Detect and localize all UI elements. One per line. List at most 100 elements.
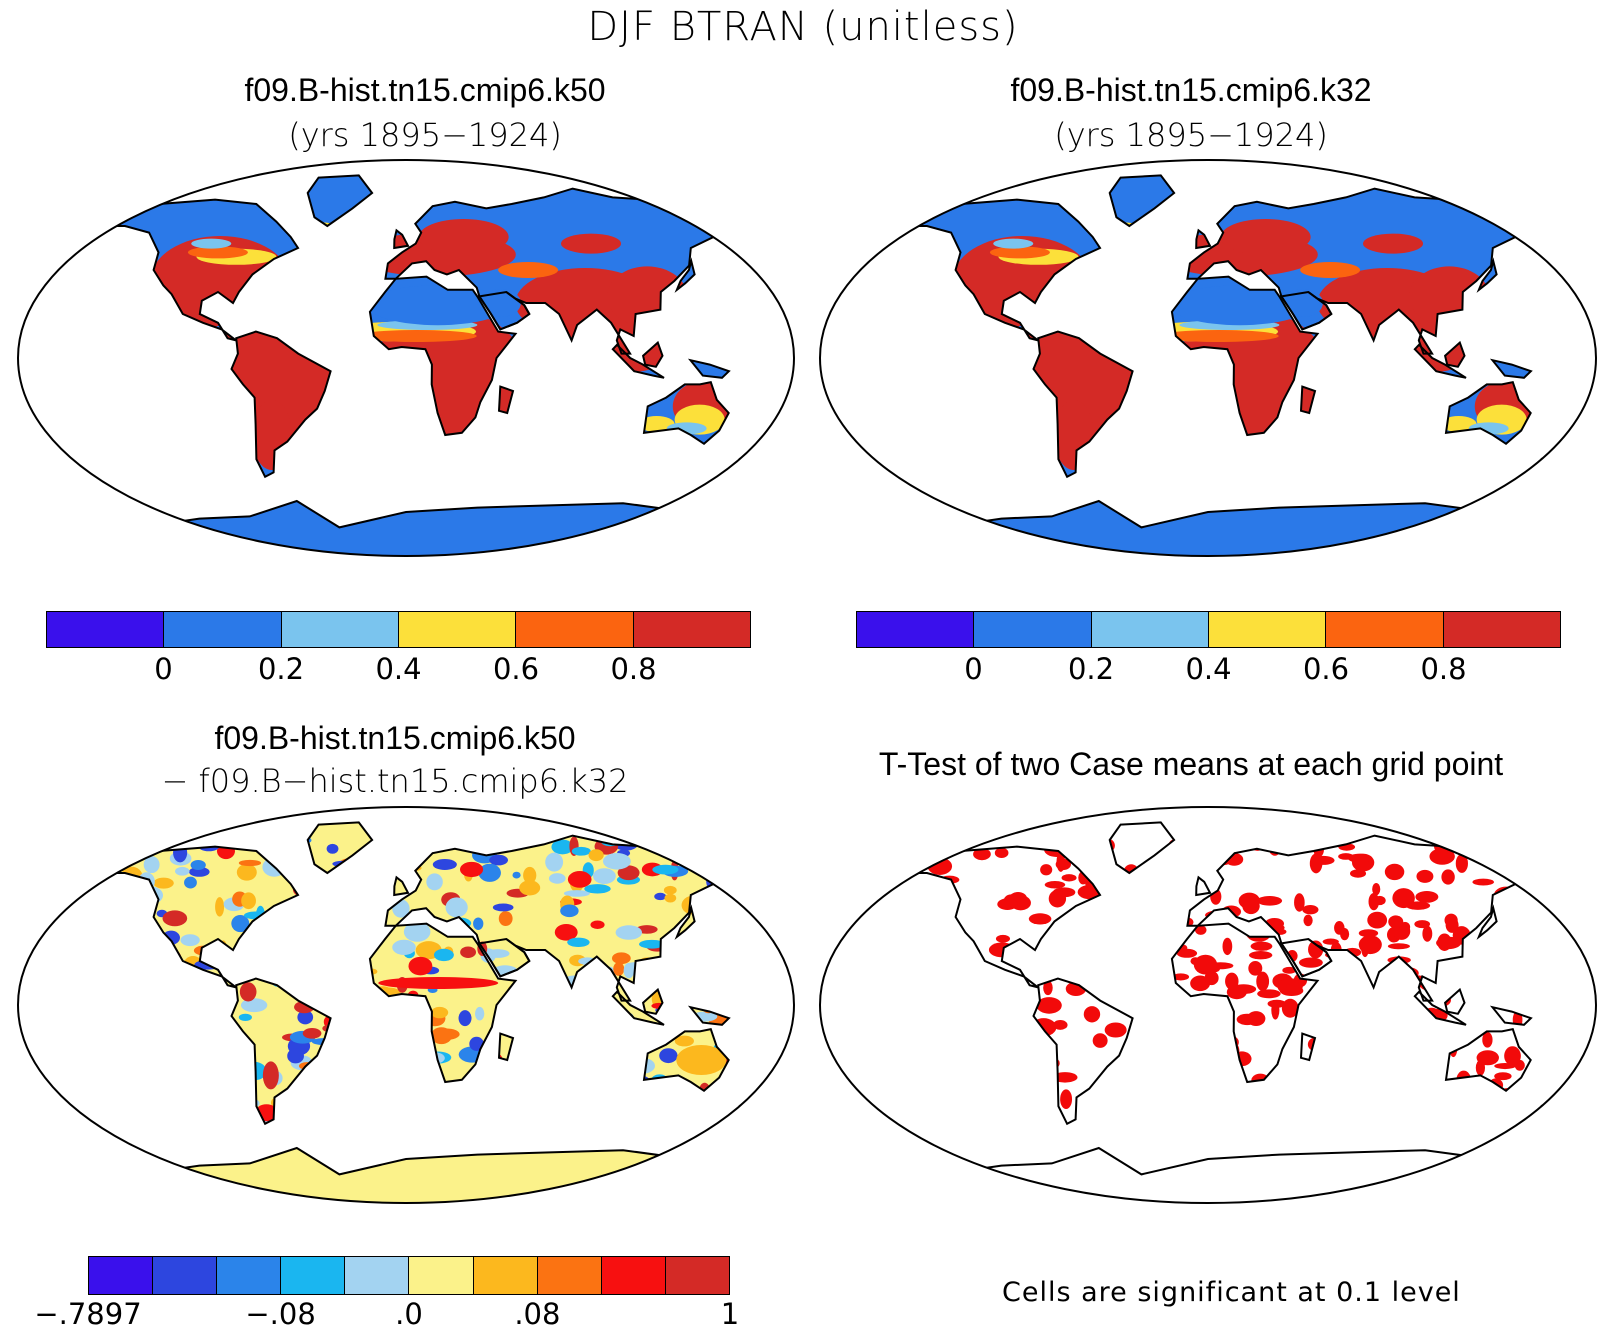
anomaly-patch (676, 1045, 727, 1075)
coastline-greenland (1108, 821, 1176, 875)
coastline-borneo (641, 987, 664, 1015)
colorbar-diff-swatch (537, 1257, 602, 1294)
anomaly-patch (711, 900, 735, 919)
anomaly-patch (125, 957, 153, 968)
anomaly-patch (93, 989, 101, 1000)
dry-region (367, 285, 508, 326)
significant-cell (1124, 933, 1147, 943)
significant-cell (1384, 1001, 1400, 1012)
significant-cell (1280, 1098, 1306, 1116)
anomaly-patch (781, 1020, 796, 1029)
wet-region (607, 266, 688, 327)
significant-cell (1162, 854, 1172, 865)
anomaly-patch (685, 973, 705, 982)
map-frame (17, 806, 795, 1204)
anomaly-patch (584, 884, 611, 894)
anomaly-patch (691, 929, 715, 946)
significant-cell (1118, 961, 1137, 972)
significant-cell (1347, 853, 1373, 863)
significant-cell (964, 1051, 979, 1063)
colorbar-k50-tick-label: 0.6 (492, 652, 540, 686)
significant-cell (1048, 889, 1067, 908)
anomaly-patch (66, 947, 85, 965)
significant-cell (898, 913, 925, 931)
panel-k32-title: f09.B-hist.tn15.cmip6.k32 (1010, 72, 1372, 108)
significant-cell (1568, 1003, 1573, 1019)
coastline-newguinea (687, 1005, 731, 1026)
significant-cell (1078, 833, 1098, 849)
significant-cell (912, 1012, 937, 1022)
panel-diff-title: f09.B-hist.tn15.cmip6.k50 (214, 720, 576, 756)
significant-cell (1238, 892, 1260, 910)
colorbar-k32-swatch (1326, 612, 1444, 647)
anomaly-patch (563, 890, 590, 897)
coastline-uk (1195, 875, 1212, 897)
significant-cell (1221, 1056, 1232, 1075)
anomaly-patch (287, 844, 305, 853)
anomaly-patch (361, 1054, 378, 1066)
colorbar-k50 (46, 611, 751, 648)
anomaly-patch (478, 863, 501, 882)
significant-cell (897, 959, 906, 969)
significant-cell (923, 1074, 943, 1093)
significant-cell (1407, 1001, 1422, 1016)
anomaly-patch (654, 892, 667, 901)
anomaly-patch (743, 988, 762, 1001)
anomaly-patch (467, 1082, 488, 1100)
anomaly-patch (317, 1101, 341, 1113)
anomaly-patch (197, 839, 220, 852)
significant-cell (943, 923, 959, 930)
colorbar-diff-swatch (217, 1257, 282, 1294)
anomaly-patch (52, 981, 66, 996)
coastline-europeAsia (1186, 834, 1532, 1002)
anomaly-patch (302, 1028, 322, 1039)
anomaly-patch (292, 971, 302, 985)
significant-cell (859, 1023, 874, 1032)
significant-cell (1560, 1098, 1573, 1106)
significant-cell (1494, 1072, 1512, 1081)
anomaly-patch (433, 948, 454, 962)
anomaly-patch (116, 1064, 140, 1072)
anomaly-patch (485, 949, 510, 958)
anomaly-patch (431, 1006, 449, 1019)
significant-cell (897, 982, 908, 991)
anomaly-patch (674, 1035, 694, 1047)
significant-cell (1028, 913, 1052, 925)
land-northAmerica (96, 846, 298, 988)
significant-cell (868, 925, 885, 931)
anomaly-patch (445, 897, 468, 918)
anomaly-patch (281, 904, 306, 922)
significant-cell (1036, 1105, 1047, 1122)
anomaly-patch (714, 1097, 725, 1108)
significant-cell (1169, 1079, 1194, 1097)
significant-cell (933, 1094, 942, 1102)
significant-cell (1536, 957, 1549, 968)
significant-cell (1318, 1043, 1333, 1056)
anomaly-patch (239, 982, 257, 1002)
significant-cell (1322, 938, 1339, 945)
significant-cell (1056, 851, 1066, 872)
significant-cell (1512, 973, 1521, 989)
anomaly-patch (354, 997, 364, 1010)
anomaly-patch (102, 1102, 121, 1110)
significant-cell (1503, 964, 1530, 980)
colorbar-diff-swatch (281, 1257, 346, 1294)
anomaly-patch (108, 1058, 124, 1066)
coastline-australia (1444, 1028, 1532, 1093)
significant-cell (1137, 899, 1154, 919)
anomaly-patch (462, 1105, 473, 1116)
anomaly-patch (512, 871, 521, 879)
significant-cell (1468, 945, 1486, 963)
anomaly-patch (213, 1029, 233, 1043)
anomaly-patch (93, 909, 117, 922)
significant-cell (1538, 1044, 1562, 1054)
anomaly-patch (600, 1083, 610, 1101)
coastline-borneo (1443, 987, 1466, 1015)
significant-cell (1315, 1054, 1325, 1064)
anomaly-patch (93, 1067, 112, 1076)
significant-cell (1489, 1097, 1511, 1111)
anomaly-patch (190, 860, 206, 870)
colorbar-k32-tick-label: 0.2 (1067, 652, 1115, 686)
coastline-madagascar (497, 1032, 515, 1062)
map-k50 (17, 159, 795, 557)
